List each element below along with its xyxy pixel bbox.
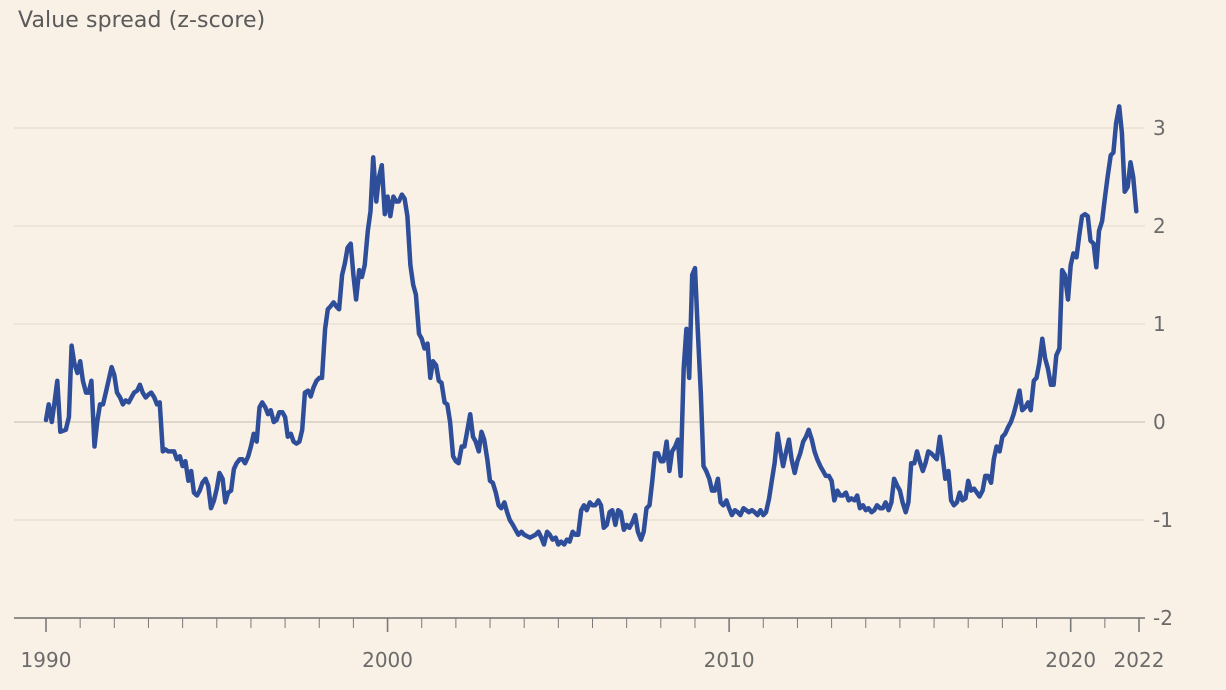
y-axis-labels: 3 2 1 0 -1 -2 [1153, 116, 1173, 630]
chart-title: Value spread (z-score) [18, 8, 266, 33]
y-tick-label: -1 [1153, 508, 1173, 532]
x-tick-label: 2020 [1045, 648, 1096, 672]
grid-lines [14, 127, 1145, 619]
x-tick-label: 2022 [1114, 648, 1165, 672]
x-tick-label: 2000 [362, 648, 413, 672]
y-tick-label: 2 [1153, 214, 1166, 238]
x-tick-label: 2010 [704, 648, 755, 672]
y-tick-label: 1 [1153, 312, 1166, 336]
x-tick-label: 1990 [21, 648, 72, 672]
y-tick-label: -2 [1153, 606, 1173, 630]
y-tick-label: 0 [1153, 410, 1166, 434]
series-line-0 [43, 104, 1139, 547]
series-layer [43, 104, 1139, 547]
x-axis-labels: 1990 2000 2010 2020 2022 [21, 648, 1165, 672]
x-axis [45, 618, 1140, 632]
y-tick-label: 3 [1153, 116, 1166, 140]
